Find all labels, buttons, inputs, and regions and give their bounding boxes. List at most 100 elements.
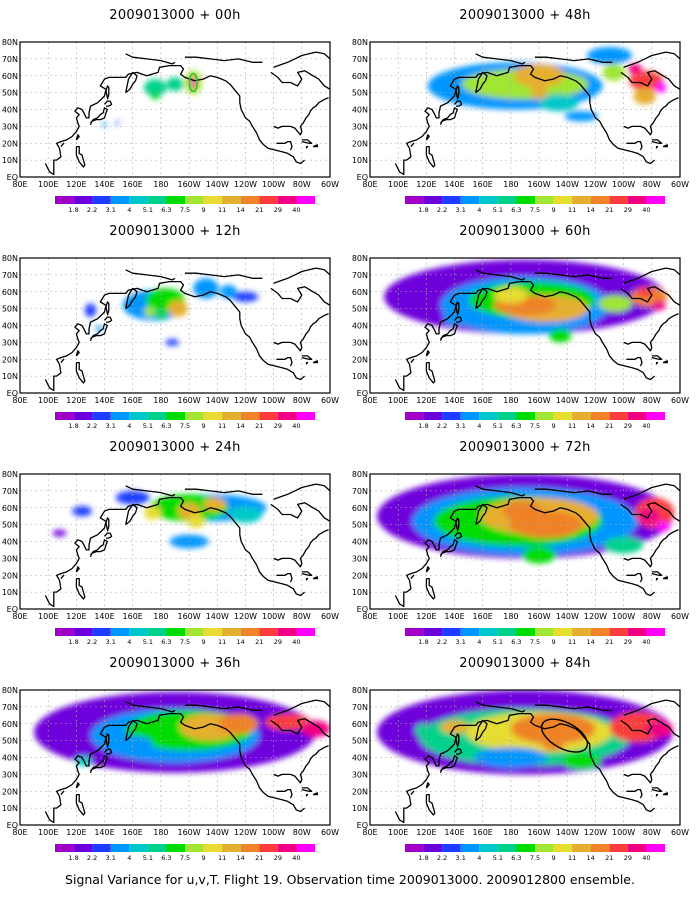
coastline xyxy=(425,361,436,384)
map-panel-48h: 2009013000 + 48h 80N 70N 60N 50N 40N 30N 20N 10… xyxy=(350,0,700,216)
colorbar-swatch xyxy=(442,844,461,852)
lon-tick-label: 180 xyxy=(153,828,168,837)
lon-tick-label: 120W xyxy=(584,180,607,189)
coastline xyxy=(410,142,415,148)
variance-contour xyxy=(193,278,219,299)
coastline xyxy=(425,145,436,168)
coastlines xyxy=(394,267,680,392)
colorbar-swatch xyxy=(479,628,498,636)
variance-contour xyxy=(644,720,673,738)
lat-tick-label: 40N xyxy=(2,754,18,763)
coastline xyxy=(75,793,86,816)
lon-tick-label: 160W xyxy=(178,396,201,405)
coastline xyxy=(75,577,86,600)
map-area xyxy=(20,690,330,825)
variance-contour xyxy=(548,328,572,343)
coastline xyxy=(623,51,680,68)
coastline xyxy=(276,572,293,583)
colorbar-swatch xyxy=(553,412,573,420)
map-area xyxy=(20,258,330,393)
coastline xyxy=(623,699,680,716)
lon-tick-label: 80E xyxy=(12,180,27,189)
lat-tick-label: 10N xyxy=(352,156,368,165)
colorbar-label: 40 xyxy=(642,422,650,430)
lon-tick-label: 100W xyxy=(612,396,635,405)
coastline xyxy=(305,361,309,365)
lon-tick-label: 100E xyxy=(388,612,408,621)
coastline xyxy=(60,142,65,148)
lon-tick-label: 160W xyxy=(178,180,201,189)
map-area xyxy=(370,258,680,393)
colorbar-label: 3.1 xyxy=(106,638,116,646)
colorbar-label: 21 xyxy=(255,638,263,646)
lon-tick-label: 80E xyxy=(362,396,377,405)
coastline xyxy=(125,503,138,526)
lon-tick-label: 140W xyxy=(206,828,229,837)
coastline xyxy=(439,755,459,773)
coastline xyxy=(125,287,138,310)
lat-tick-label: 20N xyxy=(352,139,368,148)
colorbar-label: 1.8 xyxy=(418,854,428,862)
colorbar-swatch xyxy=(609,628,628,636)
colorbar-label: 3.1 xyxy=(106,854,116,862)
colorbar-label: 5.1 xyxy=(143,638,153,646)
colorbar-swatch xyxy=(185,844,204,852)
lat-tick-label: 40N xyxy=(2,322,18,331)
colorbar-label: 2.2 xyxy=(437,854,447,862)
coastline xyxy=(534,56,613,63)
variance-contour xyxy=(165,339,180,346)
lon-tick-label: 180 xyxy=(503,180,518,189)
lat-tick-label: 80N xyxy=(2,470,18,479)
lat-tick-label: 70N xyxy=(2,271,18,280)
coastline xyxy=(184,56,263,63)
colorbar-label: 40 xyxy=(292,206,300,214)
lon-tick-label: 80E xyxy=(362,612,377,621)
colorbar-swatch xyxy=(55,628,74,636)
lat-tick-label: 40N xyxy=(352,538,368,547)
lon-tick-label: 160E xyxy=(123,828,143,837)
colorbar-label: 6.3 xyxy=(511,206,521,214)
coastline xyxy=(534,272,613,279)
colorbar-label: 6.3 xyxy=(511,854,521,862)
lon-tick-label: 120E xyxy=(66,180,86,189)
colorbar-swatch xyxy=(222,628,241,636)
colorbar-label: 14 xyxy=(587,854,595,862)
coastline xyxy=(305,577,309,581)
coastline xyxy=(455,733,460,748)
lon-tick-label: 160W xyxy=(528,828,551,837)
colorbar-swatch xyxy=(222,844,241,852)
colorbar-label: 9 xyxy=(552,638,556,646)
lon-tick-label: 180 xyxy=(503,612,518,621)
lon-tick-label: 160E xyxy=(123,612,143,621)
lat-tick-label: 60N xyxy=(2,504,18,513)
lat-tick-label: 10N xyxy=(2,804,18,813)
coastline xyxy=(455,85,460,100)
coastline xyxy=(475,719,488,742)
coastline xyxy=(651,571,663,576)
lon-tick-label: 120E xyxy=(416,828,436,837)
variance-contour xyxy=(52,529,67,537)
map-frame xyxy=(369,41,681,178)
colorbar-label: 7.5 xyxy=(180,422,190,430)
lon-tick-label: 80E xyxy=(12,396,27,405)
coastline xyxy=(475,701,526,713)
coastline xyxy=(475,287,488,310)
coastline xyxy=(439,539,459,557)
coastline xyxy=(104,532,113,539)
colorbar-swatch xyxy=(405,844,424,852)
coastline xyxy=(425,793,436,816)
coastline xyxy=(410,790,415,796)
lat-tick-label: 40N xyxy=(352,106,368,115)
lat-tick-label: 30N xyxy=(352,770,368,779)
lat-tick-label: 80N xyxy=(2,254,18,263)
lon-tick-label: 100E xyxy=(38,396,58,405)
lon-tick-label: 140E xyxy=(94,828,114,837)
coastline xyxy=(623,313,679,352)
colorbar-label: 2.2 xyxy=(437,638,447,646)
colorbar-swatch xyxy=(147,844,167,852)
colorbar-swatch xyxy=(405,196,424,204)
colorbar-label: 4 xyxy=(477,638,481,646)
